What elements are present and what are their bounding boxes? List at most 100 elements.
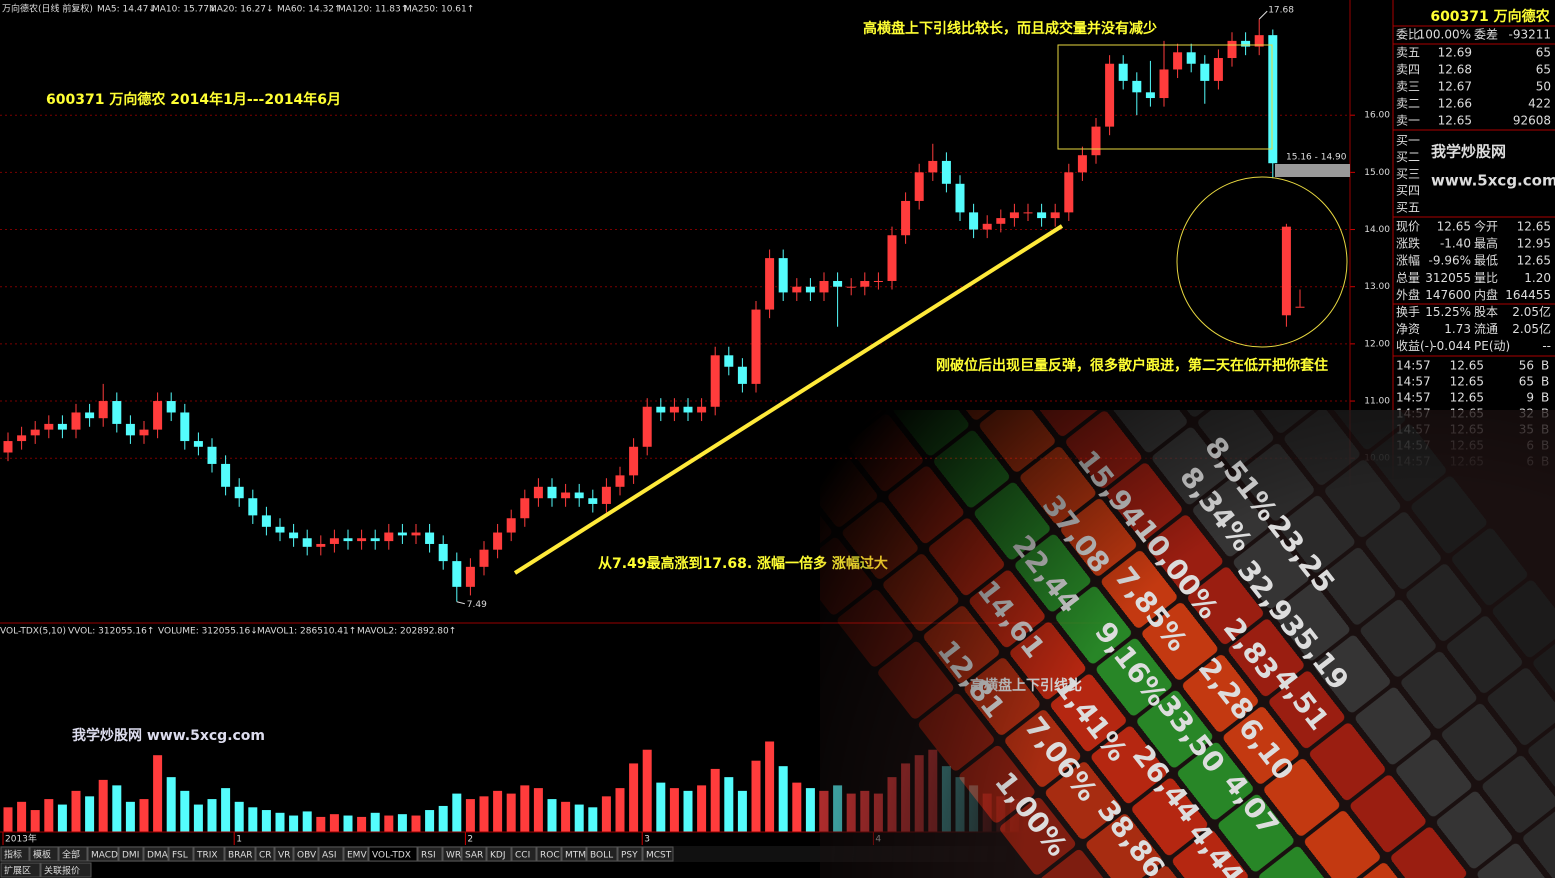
tab[interactable] xyxy=(461,846,487,862)
tab[interactable] xyxy=(318,846,344,862)
tab[interactable] xyxy=(193,846,225,862)
photo-cell xyxy=(801,450,878,527)
quote-title: 600371 万向德农 xyxy=(1430,8,1550,25)
tab-label: KDJ xyxy=(490,851,506,861)
quote-cell: 1.20 xyxy=(1524,271,1551,285)
photo-cell xyxy=(1055,586,1132,664)
photo-cell xyxy=(1482,755,1555,833)
photo-cell xyxy=(1142,602,1218,680)
quote-cell: 12.67 xyxy=(1438,80,1472,94)
photo-cell xyxy=(1132,778,1208,856)
volume-bar xyxy=(615,788,625,832)
photo-cell xyxy=(842,502,918,579)
volume-bar xyxy=(438,805,448,832)
quote-cell: 今开 xyxy=(1474,219,1498,234)
tab-label: DMI xyxy=(122,851,139,861)
quote-cell: 15.25% xyxy=(1425,305,1471,319)
tab[interactable] xyxy=(143,846,169,862)
quote-cell: 65 xyxy=(1519,375,1534,389)
quote-cell: 卖四 xyxy=(1396,63,1420,77)
photo-cell xyxy=(918,693,994,771)
tab[interactable] xyxy=(368,846,418,862)
photo-cell xyxy=(1436,791,1512,869)
tab[interactable] xyxy=(586,846,618,862)
tab[interactable] xyxy=(274,846,294,862)
quote-cell: 内盘 xyxy=(1474,287,1498,302)
photo-cell xyxy=(1533,632,1555,710)
tab[interactable] xyxy=(617,846,643,862)
tab-label: MACD xyxy=(91,851,118,861)
candle-body xyxy=(85,412,95,419)
photo-cell xyxy=(1096,638,1172,716)
photo-cell xyxy=(1101,550,1177,628)
candle-body xyxy=(724,355,734,367)
tab[interactable] xyxy=(168,846,194,862)
quote-cell: -9.96% xyxy=(1429,254,1471,268)
volume-bar xyxy=(479,796,489,832)
tab[interactable] xyxy=(511,846,537,862)
quote-cell: 委比 xyxy=(1396,28,1420,42)
candle-body xyxy=(411,532,421,536)
candle-body xyxy=(506,518,516,533)
tab[interactable] xyxy=(29,846,59,862)
candle-body xyxy=(343,538,353,542)
photo-cells xyxy=(675,60,1555,878)
photo-cell xyxy=(1086,60,1162,138)
photo-cell xyxy=(1076,235,1152,313)
photo-cell xyxy=(857,238,933,316)
quote-cell: 卖二 xyxy=(1396,97,1420,111)
photo-cell xyxy=(1025,359,1101,437)
candle-body xyxy=(1159,69,1169,99)
tab[interactable] xyxy=(343,846,369,862)
quote-cell: 65 xyxy=(1536,46,1551,60)
volume-bar xyxy=(289,815,299,832)
ma-legend: MA20: 16.27↓ xyxy=(209,5,274,15)
tab-label: VR xyxy=(278,851,290,861)
photo-cell xyxy=(1309,723,1385,801)
quote-cell: 12.95 xyxy=(1517,237,1551,251)
tab[interactable] xyxy=(642,846,674,862)
ma-legend: MA5: 14.47↓ xyxy=(97,5,156,15)
photo-cell xyxy=(1289,320,1365,398)
volume-bar xyxy=(697,785,707,832)
tab[interactable] xyxy=(417,846,443,862)
annotation: 600371 万向德农 2014年1月---2014年6月 xyxy=(46,91,341,108)
tab[interactable] xyxy=(255,846,275,862)
tab[interactable] xyxy=(0,862,41,878)
quote-cell: 卖一 xyxy=(1396,114,1420,128)
quote-cell: PE(动) xyxy=(1474,339,1510,353)
chart-title: 万向德农(日线 前复权) xyxy=(2,3,93,15)
volume-legend: MAVOL1: 286510.41↑ xyxy=(257,627,356,637)
volume-bar xyxy=(547,799,557,832)
tab[interactable] xyxy=(58,846,88,862)
photo-cell xyxy=(1304,811,1380,878)
tab[interactable] xyxy=(0,846,30,862)
volume-bar xyxy=(85,796,95,832)
photo-cell xyxy=(1050,674,1126,752)
tab[interactable] xyxy=(442,846,462,862)
tab-label: WR xyxy=(446,851,461,861)
y-tick-label: 15.00 xyxy=(1364,168,1390,178)
tab-label: BRAR xyxy=(228,851,252,861)
candle-body xyxy=(561,492,571,499)
tab[interactable] xyxy=(536,846,562,862)
quote-cell: 12.66 xyxy=(1438,97,1472,111)
photo-cell xyxy=(1370,424,1446,502)
tab[interactable] xyxy=(87,846,119,862)
volume-bar xyxy=(425,810,435,832)
quote-cell: 2.05亿 xyxy=(1512,321,1551,336)
candle-body xyxy=(1173,52,1183,70)
candle-body xyxy=(207,446,217,464)
photo-cell xyxy=(1446,616,1523,694)
tab-label: CCI xyxy=(515,851,530,861)
ma-legend: MA120: 11.83↑ xyxy=(338,5,408,15)
tab[interactable] xyxy=(40,862,92,878)
tab[interactable] xyxy=(224,846,256,862)
tab[interactable] xyxy=(118,846,144,862)
tab-label: BOLL xyxy=(590,851,613,861)
tab[interactable] xyxy=(486,846,512,862)
photo-cell xyxy=(1071,323,1147,401)
tab[interactable] xyxy=(561,846,587,862)
photo-cell xyxy=(812,274,888,352)
tab[interactable] xyxy=(293,846,319,862)
